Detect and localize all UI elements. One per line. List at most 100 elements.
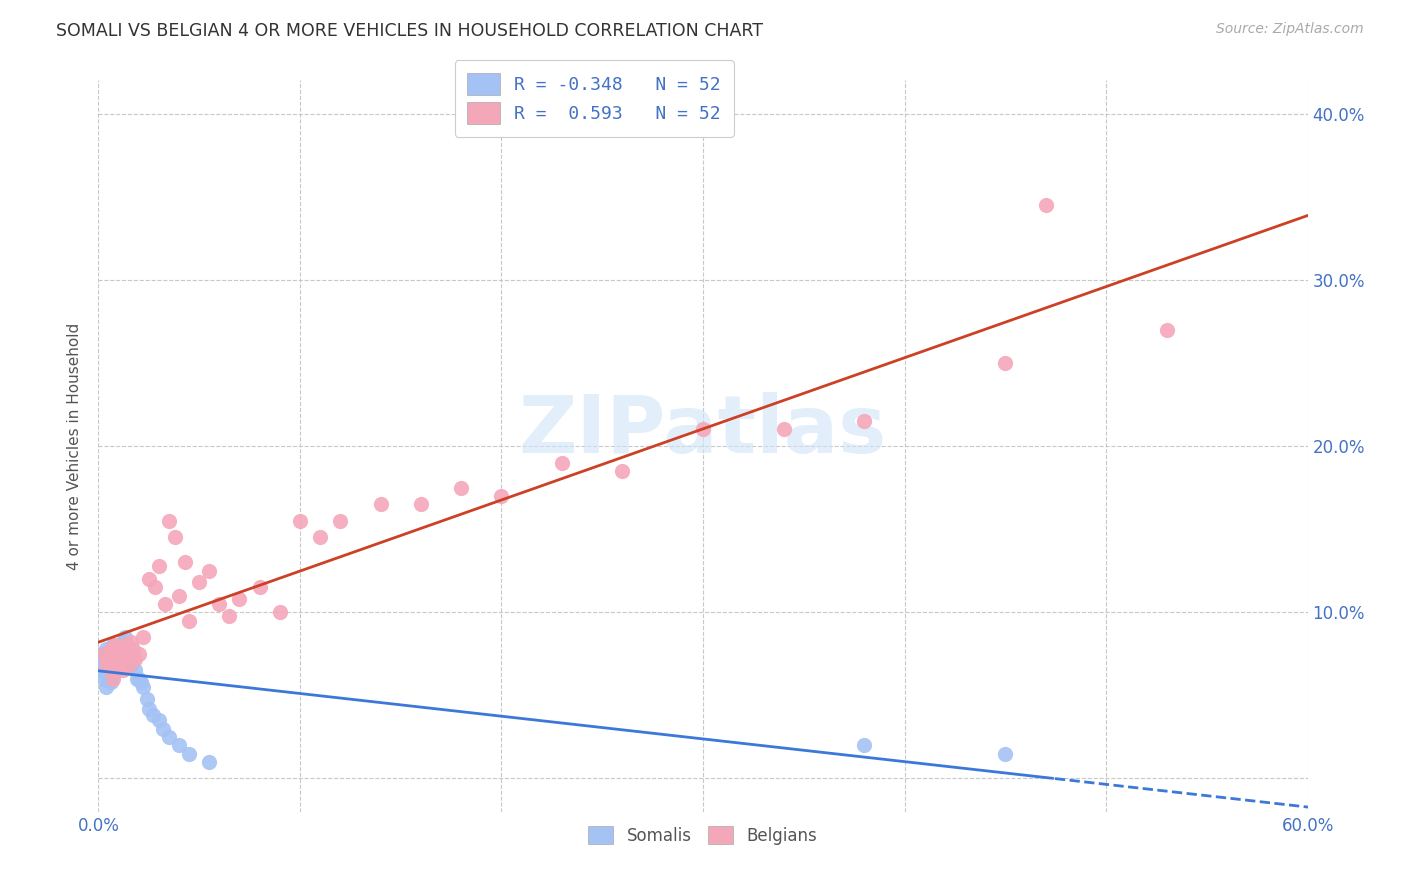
Point xyxy=(853,414,876,428)
Point xyxy=(103,641,125,656)
Point xyxy=(450,481,472,495)
Point xyxy=(107,658,129,673)
Point xyxy=(1156,323,1178,337)
Point xyxy=(125,672,148,686)
Point xyxy=(114,639,136,653)
Point xyxy=(157,730,180,744)
Point xyxy=(128,672,150,686)
Point xyxy=(91,655,114,669)
Point xyxy=(128,647,150,661)
Point xyxy=(101,658,124,673)
Point xyxy=(612,464,634,478)
Point xyxy=(103,664,125,678)
Point xyxy=(105,655,128,669)
Point xyxy=(1035,198,1057,212)
Point xyxy=(97,658,120,673)
Point xyxy=(100,675,122,690)
Point xyxy=(167,738,190,752)
Point xyxy=(93,652,115,666)
Point xyxy=(124,652,146,666)
Point xyxy=(772,422,794,436)
Point xyxy=(101,639,124,653)
Point xyxy=(157,514,180,528)
Point xyxy=(329,514,352,528)
Point xyxy=(142,708,165,723)
Point xyxy=(138,572,160,586)
Point xyxy=(115,639,138,653)
Point xyxy=(121,647,143,661)
Point xyxy=(120,658,142,673)
Text: Source: ZipAtlas.com: Source: ZipAtlas.com xyxy=(1216,22,1364,37)
Point xyxy=(100,652,122,666)
Point xyxy=(269,605,291,619)
Point xyxy=(132,630,155,644)
Point xyxy=(100,641,122,656)
Point xyxy=(110,652,132,666)
Point xyxy=(101,668,124,682)
Point xyxy=(100,664,122,678)
Point xyxy=(115,647,138,661)
Point xyxy=(103,652,125,666)
Point xyxy=(409,497,432,511)
Point xyxy=(101,647,124,661)
Point xyxy=(370,497,392,511)
Point xyxy=(124,664,146,678)
Point xyxy=(143,580,166,594)
Point xyxy=(97,647,120,661)
Point xyxy=(994,356,1017,370)
Point xyxy=(111,647,134,661)
Point xyxy=(103,664,125,678)
Point xyxy=(491,489,513,503)
Point xyxy=(228,591,250,606)
Point xyxy=(994,747,1017,761)
Point xyxy=(91,647,114,661)
Point xyxy=(93,672,115,686)
Point xyxy=(110,639,132,653)
Point xyxy=(692,422,714,436)
Point xyxy=(118,652,141,666)
Point xyxy=(121,641,143,656)
Point xyxy=(118,658,141,673)
Point xyxy=(551,456,574,470)
Point xyxy=(208,597,231,611)
Point xyxy=(152,722,174,736)
Point xyxy=(101,672,124,686)
Point xyxy=(174,555,197,569)
Point xyxy=(153,597,176,611)
Point xyxy=(218,608,240,623)
Point xyxy=(111,664,134,678)
Point xyxy=(107,641,129,656)
Point xyxy=(188,575,211,590)
Point xyxy=(110,652,132,666)
Point xyxy=(129,675,152,690)
Text: ZIPatlas: ZIPatlas xyxy=(519,392,887,470)
Point xyxy=(198,755,221,769)
Point xyxy=(105,655,128,669)
Point xyxy=(132,680,155,694)
Point xyxy=(853,738,876,752)
Point xyxy=(93,658,115,673)
Point xyxy=(97,672,120,686)
Point xyxy=(120,635,142,649)
Point xyxy=(163,530,186,544)
Point xyxy=(179,614,201,628)
Point xyxy=(96,658,118,673)
Point xyxy=(114,641,136,656)
Point xyxy=(167,589,190,603)
Legend: Somalis, Belgians: Somalis, Belgians xyxy=(578,816,828,855)
Point xyxy=(96,641,118,656)
Point xyxy=(96,664,118,678)
Point xyxy=(135,691,157,706)
Point xyxy=(179,747,201,761)
Point xyxy=(114,630,136,644)
Point xyxy=(100,666,122,681)
Point xyxy=(118,641,141,656)
Text: SOMALI VS BELGIAN 4 OR MORE VEHICLES IN HOUSEHOLD CORRELATION CHART: SOMALI VS BELGIAN 4 OR MORE VEHICLES IN … xyxy=(56,22,763,40)
Point xyxy=(198,564,221,578)
Point xyxy=(249,580,271,594)
Point xyxy=(96,680,118,694)
Point xyxy=(148,558,170,573)
Point xyxy=(111,635,134,649)
Point xyxy=(97,652,120,666)
Point xyxy=(309,530,332,544)
